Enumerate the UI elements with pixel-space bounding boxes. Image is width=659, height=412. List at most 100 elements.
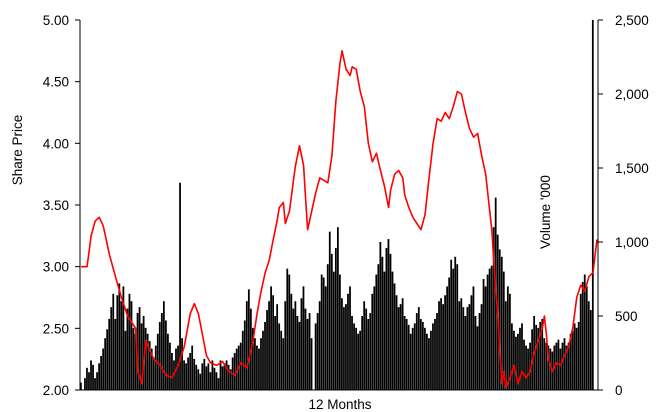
right-axis-tick-label: 500 (615, 309, 638, 324)
volume-bar (442, 304, 444, 390)
volume-bar (126, 308, 129, 390)
volume-bar (415, 313, 418, 390)
volume-bar (150, 348, 153, 390)
volume-bar (227, 364, 230, 390)
volume-bar (336, 227, 339, 390)
volume-bar (355, 327, 357, 390)
right-axis-tick-label: 1,500 (615, 161, 649, 176)
volume-bar (468, 304, 471, 390)
volume-bar (367, 318, 370, 390)
volume-bar (286, 268, 289, 390)
volume-bar (278, 323, 281, 390)
volume-bar (171, 353, 173, 390)
volume-bar (154, 345, 157, 390)
volume-bar (203, 358, 206, 390)
volume-bar (326, 264, 329, 390)
volume-bar (300, 298, 303, 390)
volume-bar (92, 364, 94, 390)
volume-bar (162, 301, 165, 390)
volume-bar (401, 298, 404, 390)
volume-bar (478, 313, 481, 390)
volume-bar (565, 345, 568, 390)
volume-bar (498, 249, 501, 390)
share-price-line (81, 50, 598, 389)
volume-bar (185, 363, 187, 390)
left-axis-tick-label: 3.50 (43, 198, 69, 213)
volume-bar (320, 274, 323, 390)
volume-bar (108, 318, 111, 390)
volume-bar (545, 342, 548, 390)
volume-bar (575, 327, 578, 390)
volume-bar (462, 307, 465, 390)
volume-bar (88, 372, 90, 390)
volume-bar (486, 274, 489, 390)
volume-bar (508, 293, 511, 390)
right-axis-tick-label: 1,000 (615, 235, 649, 250)
volume-bar (359, 330, 362, 390)
volume-bar (387, 239, 390, 390)
volume-bar (373, 286, 376, 390)
volume-bar (136, 313, 139, 390)
volume-bar (357, 333, 359, 390)
volume-bar (148, 341, 151, 390)
volume-bar (353, 323, 355, 390)
right-axis: 0 500 1,000 1,500 2,000 2,500 (597, 13, 649, 398)
volume-bar (571, 330, 574, 390)
volume-bar (128, 293, 131, 390)
volume-bar (347, 293, 349, 390)
volume-bar (138, 307, 141, 390)
volume-bar (345, 304, 347, 390)
volume-bar (343, 307, 345, 390)
volume-bar (436, 313, 438, 390)
volume-bar (298, 321, 301, 390)
volume-bar (223, 363, 226, 390)
volume-bar (579, 293, 582, 390)
volume-bar (389, 253, 392, 390)
volume-bar (167, 333, 169, 390)
volume-bar (371, 293, 374, 390)
volume-bar (146, 333, 149, 390)
volume-bar (403, 316, 406, 390)
volume-bar (585, 286, 588, 390)
volume-bar (195, 364, 198, 390)
volume-bar (549, 348, 552, 390)
volume-bar (407, 324, 410, 390)
volume-bar (211, 360, 214, 390)
volume-bar (341, 298, 343, 390)
volume-bar (130, 301, 133, 390)
volume-bar (460, 298, 463, 390)
volume-bar (502, 271, 505, 390)
left-axis-tick-label: 4.00 (43, 136, 69, 151)
volume-bar (84, 378, 86, 390)
volume-bar (235, 348, 238, 390)
volume-bar (258, 348, 260, 390)
left-axis-tick-label: 2.50 (43, 321, 69, 336)
volume-bar (430, 330, 432, 390)
volume-bar (199, 373, 202, 390)
volume-bar (102, 348, 105, 390)
volume-bar (274, 316, 277, 390)
volume-bar (527, 348, 529, 390)
volume-bar (482, 279, 485, 390)
volume-bar (428, 338, 430, 390)
volume-bar (504, 301, 507, 390)
y-axis-title-left: Share Price (10, 115, 25, 186)
volume-bar (458, 301, 461, 390)
volume-bar (177, 345, 179, 390)
volume-bar (395, 295, 398, 390)
volume-bar (98, 363, 100, 390)
volume-bar (438, 301, 440, 390)
volume-bar (515, 336, 517, 390)
volume-bar (510, 323, 513, 390)
volume-bar (361, 316, 364, 390)
left-axis-tick-label: 5.00 (43, 13, 69, 28)
volume-bar (207, 363, 210, 390)
volume-bar (351, 316, 353, 390)
right-axis-tick-label: 0 (615, 383, 623, 398)
volume-bar (256, 345, 258, 390)
volume-bar (541, 318, 544, 390)
volume-bar (247, 289, 250, 390)
volume-bar (561, 342, 564, 390)
volume-bar (492, 227, 495, 390)
